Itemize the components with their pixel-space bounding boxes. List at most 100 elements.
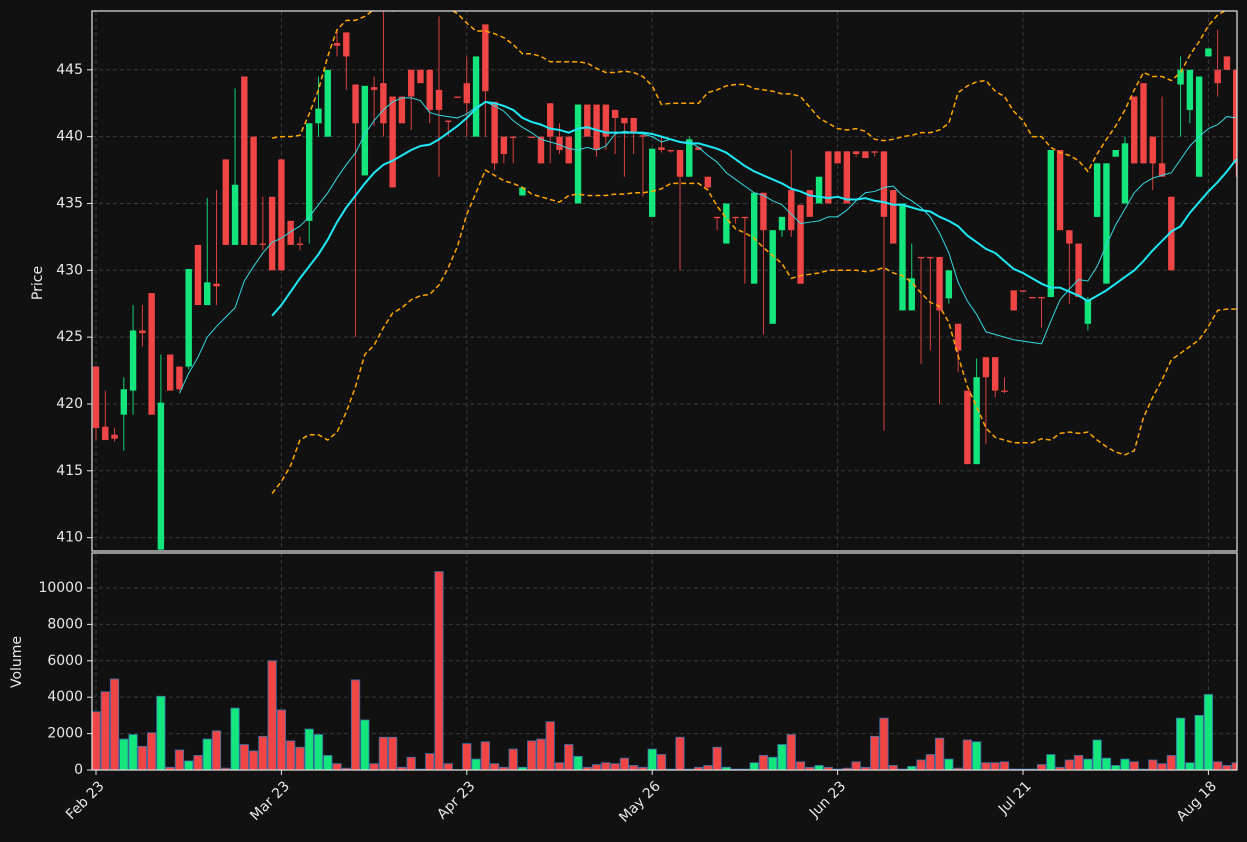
volume-bar [211,730,222,770]
candle-body [1205,48,1212,57]
candle-body [880,151,888,217]
candle-body [704,176,712,188]
price-frame [91,10,1238,552]
volume-bar [554,762,565,770]
candle-body [102,426,109,441]
candle-body [92,366,100,429]
y-tick-label: 8000 [47,616,83,632]
volume-bar [202,738,212,770]
volume-bar [174,749,185,770]
candle-body [148,293,155,415]
volume-bar [471,758,481,770]
candle-body [194,244,202,306]
indicator-line [272,11,1227,173]
y-tick-label: 4000 [47,689,83,705]
volume-bar [934,737,945,770]
volume-bar [1166,755,1176,770]
candle-body [435,89,443,110]
volume-bar [814,765,824,770]
candle-body [472,56,480,137]
candle-body [1038,297,1045,299]
candle-body [1140,83,1147,164]
candle-body [129,330,137,391]
volume-bar [128,734,138,770]
y-axis-label: Volume [9,636,25,688]
volume-bar [703,765,713,770]
candle-body [890,190,897,244]
volume-bar [230,707,240,770]
volume-bar [1101,757,1112,770]
candle-body [547,103,554,137]
volume-bar [137,745,147,770]
candle-body [945,270,953,299]
candle-body [1084,299,1092,324]
candle-body [1195,76,1203,177]
candle-body [1047,150,1055,298]
candle-body [778,216,786,231]
candle-body [834,151,841,164]
candle-body [278,159,285,271]
volume-bar [962,739,972,770]
volume-bar [258,735,268,770]
volume-bar [1222,765,1232,770]
volume-bar [1083,758,1093,770]
candle-body [315,108,322,124]
candle-body [574,104,582,204]
volume-bar [999,761,1010,770]
volume-bar [184,760,194,770]
candle-body [120,389,128,415]
volume-bar [777,744,787,770]
indicator-line [178,97,1237,394]
y-tick-label: 0 [74,762,83,778]
candle-body [973,377,980,465]
candle-body [361,85,369,176]
y-tick-label: 440 [56,129,83,145]
volume-bar [749,762,759,770]
volume-bar [758,755,769,770]
candle-body [324,69,331,137]
y-tick-label: 430 [56,262,83,278]
candle-body [1103,163,1110,284]
candle-body [380,83,387,124]
candle-body [769,230,776,324]
candle-body [871,151,878,153]
volume-bar [888,765,898,770]
volume-bar [972,741,982,770]
candle-body [611,109,619,118]
candle-body [1112,150,1119,157]
volume-bar [1213,761,1223,770]
candle-body [695,147,702,151]
volume-bar [944,758,954,770]
y-tick-label: 410 [56,530,83,546]
candle-body [982,357,990,378]
candle-body [1075,243,1082,298]
volume-bar [295,746,305,770]
candle-body [213,283,220,287]
volume-bar [508,748,518,770]
volume-bar [1036,764,1047,770]
candle-body [686,139,693,177]
y-tick-label: 425 [56,329,83,345]
volume-bar [490,763,500,770]
candle-body [593,104,600,151]
candle-body [537,136,545,164]
volume-bar [990,762,1000,770]
volume-bar [851,761,861,770]
volume-bar [629,765,639,770]
candle-body [954,323,962,351]
volume-bar [1203,694,1213,770]
volume-bar [1175,717,1186,770]
candle-body [231,184,239,245]
candle-body [1131,96,1138,164]
candle-body [139,330,146,334]
candle-body [584,104,591,137]
volume-bar [1194,714,1204,770]
candle-body [1233,69,1237,164]
candle-body [723,203,730,244]
candle-body [908,278,915,311]
candle-body [621,117,628,124]
candle-body [639,135,647,137]
